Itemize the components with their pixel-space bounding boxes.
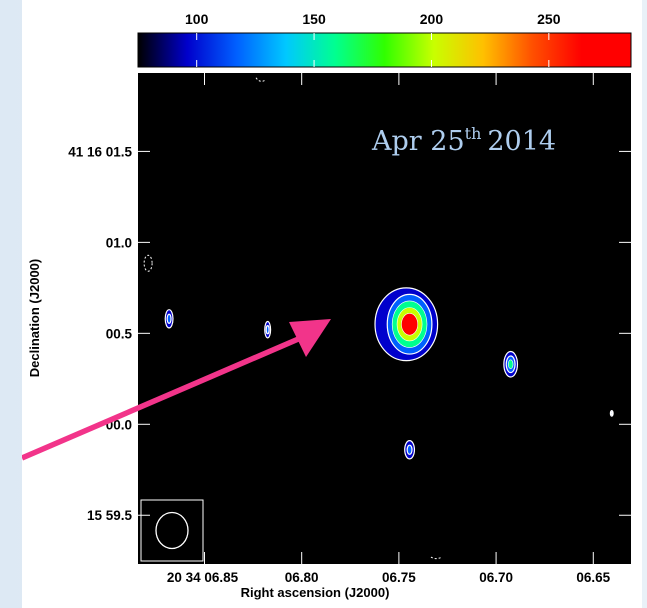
source-south <box>404 440 416 460</box>
colorbar-tick-label: 150 <box>302 11 326 27</box>
date-annotation-superscript: th <box>465 124 482 143</box>
y-tick-label: 41 16 01.5 <box>68 144 132 159</box>
x-tick-label: 20 34 06.85 <box>167 570 239 585</box>
pointer-arrow <box>22 319 331 461</box>
negative-contour <box>143 254 153 272</box>
colorbar-tick-label: 100 <box>185 11 209 27</box>
main-source <box>374 287 439 362</box>
date-annotation-text: Apr 25 <box>371 126 465 157</box>
negative-contour <box>255 77 267 82</box>
plot-content <box>143 77 614 560</box>
point-far-east <box>609 410 614 417</box>
y-tick-label: 15 59.5 <box>87 508 133 523</box>
colorbar: 100 150 200 250 <box>137 11 632 68</box>
x-tick-label: 06.65 <box>576 570 610 585</box>
x-tick-label: 06.80 <box>285 570 319 585</box>
arrow-shaft <box>22 334 305 461</box>
colorbar-strip <box>137 32 632 68</box>
contour-level <box>166 313 172 324</box>
date-annotation: Apr 25th 2014 <box>371 124 556 157</box>
x-tick-label: 06.75 <box>382 570 416 585</box>
figure-panel: 100 150 200 250 Apr 25th 2014 Right ascensio… <box>22 0 642 608</box>
beam-box <box>140 499 204 562</box>
colorbar-ticks: 100 150 200 250 <box>185 11 561 67</box>
contour-level <box>610 411 614 416</box>
beam-indicator <box>140 499 204 562</box>
x-axis-label: Right ascension (J2000) <box>241 585 390 600</box>
axis-ticks <box>138 73 631 564</box>
radio-image-figure: 100 150 200 250 Apr 25th 2014 Right ascensio… <box>22 11 632 600</box>
colorbar-tick-label: 200 <box>420 11 444 27</box>
contour-level <box>401 313 419 336</box>
negative-contour <box>430 556 443 560</box>
date-annotation-year: 2014 <box>487 126 556 157</box>
contour-level <box>507 359 514 370</box>
source-west-1 <box>164 309 174 329</box>
colorbar-tick-label: 250 <box>537 11 561 27</box>
contour-level <box>406 444 413 455</box>
y-axis-label: Declination (J2000) <box>27 259 42 378</box>
source-west-2 <box>264 320 272 339</box>
beam-ellipse <box>155 511 189 550</box>
source-east <box>503 350 519 378</box>
x-tick-label: 06.70 <box>479 570 513 585</box>
contour-level <box>265 324 270 335</box>
y-tick-label: 01.0 <box>106 235 132 250</box>
arrow-head <box>289 319 331 357</box>
y-tick-label: 00.5 <box>106 326 133 341</box>
